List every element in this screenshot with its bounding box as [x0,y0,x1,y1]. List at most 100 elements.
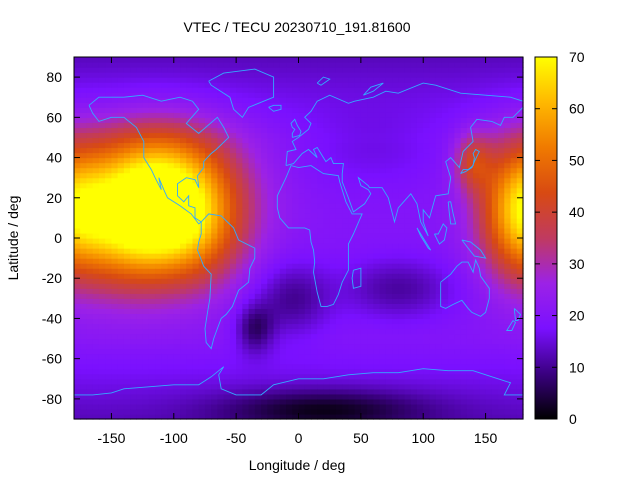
heatmap-cell [148,162,156,169]
heatmap-cell [74,343,81,350]
heatmap-cell [504,303,512,309]
heatmap-cell [441,117,449,123]
heatmap-cell [435,112,443,118]
heatmap-cell [161,232,169,239]
heatmap-cell [86,268,94,274]
heatmap-cell [385,227,393,234]
heatmap-cell [267,373,275,380]
heatmap-cell [105,67,113,73]
heatmap-cell [466,77,474,83]
heatmap-cell [254,117,262,123]
heatmap-cell [404,227,412,234]
heatmap-cell [167,87,175,93]
heatmap-cell [111,197,119,204]
heatmap-cell [360,243,368,249]
heatmap-cell [441,308,449,315]
heatmap-cell [204,72,212,78]
heatmap-cell [211,97,219,103]
heatmap-cell [348,72,356,78]
heatmap-cell [98,388,106,395]
heatmap-cell [86,373,94,380]
heatmap-cell [479,333,487,340]
heatmap-cell [180,298,187,304]
heatmap-cell [323,283,331,289]
heatmap-cell [173,408,181,415]
heatmap-cell [460,222,468,229]
heatmap-cell [329,207,337,214]
heatmap-cell [360,253,368,259]
heatmap-cell [229,278,237,284]
heatmap-cell [167,318,175,325]
heatmap-cell [98,243,106,249]
heatmap-cell [123,192,131,199]
heatmap-cell [186,403,194,410]
heatmap-cell [173,97,181,103]
heatmap-cell [379,172,387,179]
heatmap-cell [485,413,493,420]
heatmap-cell [74,77,81,83]
heatmap-cell [310,222,318,229]
heatmap-cell [323,162,331,169]
heatmap-cell [473,197,480,204]
heatmap-cell [180,72,187,78]
heatmap-cell [105,147,113,154]
heatmap-cell [498,202,505,209]
heatmap-cell [229,383,237,390]
heatmap-cell [136,147,144,154]
heatmap-cell [86,263,94,269]
heatmap-cell [317,112,325,118]
heatmap-cell [466,122,474,128]
heatmap-cell [473,323,480,330]
heatmap-cell [167,172,175,179]
heatmap-cell [211,112,219,118]
heatmap-cell [485,378,493,385]
heatmap-cell [292,268,300,274]
heatmap-cell [92,122,100,128]
heatmap-cell [416,207,424,214]
heatmap-cell [404,268,412,274]
heatmap-cell [273,413,281,420]
heatmap-cell [130,263,137,269]
heatmap-cell [130,142,137,149]
heatmap-cell [261,368,268,375]
heatmap-cell [335,313,343,320]
heatmap-cell [310,202,318,209]
heatmap-cell [491,197,499,204]
heatmap-cell [292,167,300,174]
heatmap-cell [423,182,431,189]
heatmap-cell [367,283,374,289]
heatmap-cell [466,217,474,224]
heatmap-cell [392,172,399,179]
heatmap-cell [323,107,331,113]
heatmap-cell [217,353,225,360]
heatmap-cell [242,298,250,304]
heatmap-cell [398,348,406,355]
heatmap-cell [92,107,100,113]
heatmap-cell [130,217,137,224]
heatmap-cell [423,147,431,154]
heatmap-cell [360,177,368,184]
heatmap-cell [267,137,275,144]
heatmap-cell [441,403,449,410]
heatmap-cell [404,263,412,269]
heatmap-cell [236,383,243,390]
heatmap-cell [504,383,512,390]
heatmap-cell [416,147,424,154]
heatmap-cell [292,132,300,139]
heatmap-cell [148,112,156,118]
heatmap-cell [379,358,387,365]
heatmap-cell [74,388,81,395]
heatmap-cell [348,288,356,294]
heatmap-cell [242,248,250,254]
heatmap-cell [267,217,275,224]
heatmap-cell [435,308,443,315]
heatmap-cell [142,72,150,78]
heatmap-cell [123,383,131,390]
heatmap-cell [423,192,431,199]
heatmap-cell [441,293,449,299]
heatmap-cell [379,127,387,134]
heatmap-cell [217,238,225,244]
heatmap-cell [441,77,449,83]
heatmap-cell [98,67,106,73]
heatmap-cell [273,72,281,78]
